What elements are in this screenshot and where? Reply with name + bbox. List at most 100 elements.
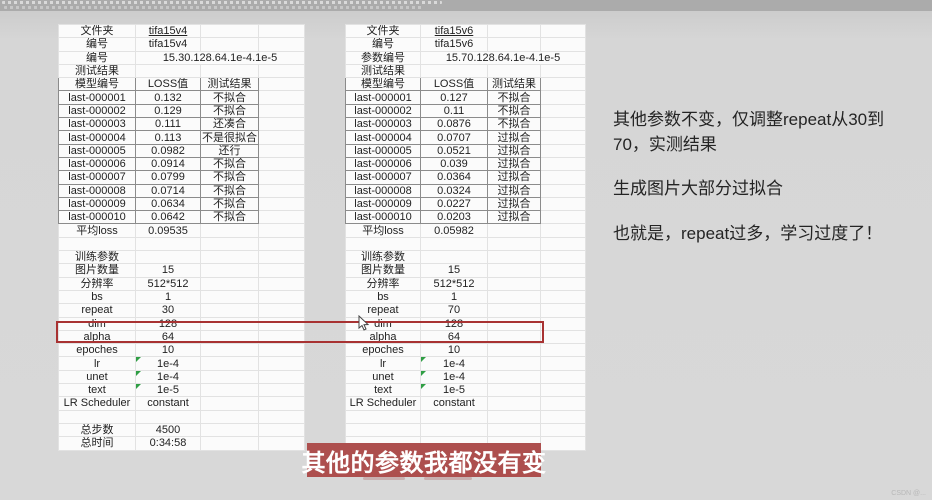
param-value[interactable]: 30 [135, 303, 201, 318]
cell-empty[interactable] [200, 223, 259, 238]
cell-empty[interactable] [258, 343, 305, 358]
model-id-cell[interactable]: last-000002 [58, 103, 136, 119]
cell-empty[interactable] [258, 103, 305, 119]
cell-empty[interactable] [200, 436, 259, 451]
param-value[interactable]: 64 [420, 329, 488, 345]
total-label[interactable]: 总时间 [58, 436, 136, 451]
model-loss-cell[interactable]: 0.0714 [135, 183, 201, 198]
cell-empty[interactable] [487, 263, 541, 278]
cell-empty[interactable] [345, 236, 421, 252]
info-value[interactable] [135, 63, 201, 79]
model-header-cell[interactable]: 模型编号 [345, 77, 421, 92]
model-loss-cell[interactable]: 0.0982 [135, 143, 201, 158]
cell-empty[interactable] [487, 369, 541, 385]
cell-empty[interactable] [258, 383, 305, 398]
param-value[interactable]: 1e-4 [135, 356, 201, 371]
model-header-cell[interactable]: 模型编号 [58, 77, 136, 92]
model-loss-cell[interactable]: 0.039 [420, 156, 488, 172]
model-header-cell[interactable]: LOSS值 [420, 77, 488, 92]
param-label[interactable]: bs [345, 289, 421, 305]
param-value[interactable]: constant [420, 396, 488, 411]
model-result-cell[interactable]: 过拟合 [487, 156, 541, 172]
model-result-cell[interactable]: 不拟合 [200, 170, 259, 185]
cell-empty[interactable] [540, 223, 586, 238]
model-loss-cell[interactable]: 0.0707 [420, 130, 488, 145]
cell-empty[interactable] [487, 23, 541, 39]
info-label[interactable]: 文件夹 [58, 23, 136, 39]
cell-empty[interactable] [540, 90, 586, 105]
total-value[interactable]: 4500 [135, 422, 201, 438]
param-label[interactable]: LR Scheduler [345, 396, 421, 411]
cell-empty[interactable] [258, 289, 305, 305]
info-label[interactable]: 编号 [58, 50, 136, 65]
cell-empty[interactable] [258, 276, 305, 291]
cell-empty[interactable] [200, 37, 259, 52]
model-result-cell[interactable]: 过拟合 [487, 210, 541, 225]
cell-empty[interactable] [200, 409, 259, 424]
cell-empty[interactable] [487, 396, 541, 411]
model-id-cell[interactable]: last-000006 [345, 156, 421, 172]
cell-empty[interactable] [487, 356, 541, 371]
model-id-cell[interactable]: last-000003 [58, 117, 136, 132]
cell-empty[interactable] [200, 422, 259, 438]
param-label[interactable]: 图片数量 [345, 263, 421, 278]
model-loss-cell[interactable]: 0.0203 [420, 210, 488, 225]
param-value[interactable]: 1e-4 [135, 369, 201, 385]
cell-empty[interactable] [487, 63, 541, 79]
model-loss-cell[interactable]: 0.0876 [420, 117, 488, 132]
cell-empty[interactable] [540, 236, 586, 252]
cell-empty[interactable] [487, 316, 541, 331]
param-label[interactable]: epoches [58, 343, 136, 358]
cell-empty[interactable] [540, 250, 586, 265]
param-value[interactable]: 128 [135, 316, 201, 331]
cell-empty[interactable] [540, 183, 586, 198]
model-id-cell[interactable]: last-000009 [58, 196, 136, 212]
param-label[interactable]: text [58, 383, 136, 398]
cell-empty[interactable] [258, 422, 305, 438]
param-value[interactable]: 512*512 [420, 276, 488, 291]
cell-empty[interactable] [540, 303, 586, 318]
info-label[interactable]: 文件夹 [345, 23, 421, 39]
model-id-cell[interactable]: last-000001 [345, 90, 421, 105]
info-value[interactable]: tifa15v6 [420, 23, 488, 39]
model-header-cell[interactable]: 测试结果 [200, 77, 259, 92]
cell-empty[interactable] [540, 383, 586, 398]
model-loss-cell[interactable]: 0.0324 [420, 183, 488, 198]
param-value[interactable]: constant [135, 396, 201, 411]
cell-empty[interactable] [540, 409, 586, 424]
cell-empty[interactable] [540, 263, 586, 278]
cell-empty[interactable] [540, 37, 586, 52]
cell-empty[interactable] [258, 369, 305, 385]
cell-empty[interactable] [540, 196, 586, 212]
cell-empty[interactable] [200, 276, 259, 291]
model-result-cell[interactable]: 过拟合 [487, 183, 541, 198]
cell-empty[interactable] [487, 250, 541, 265]
cell-empty[interactable] [258, 77, 305, 92]
model-loss-cell[interactable]: 0.113 [135, 130, 201, 145]
model-loss-cell[interactable]: 0.111 [135, 117, 201, 132]
model-header-cell[interactable]: 测试结果 [487, 77, 541, 92]
param-label[interactable]: lr [58, 356, 136, 371]
cell-empty[interactable] [58, 409, 136, 424]
params-title[interactable]: 训练参数 [58, 250, 136, 265]
cell-empty[interactable] [135, 409, 201, 424]
param-label[interactable]: unet [58, 369, 136, 385]
model-result-cell[interactable]: 过拟合 [487, 130, 541, 145]
info-label[interactable]: 编号 [345, 37, 421, 52]
cell-empty[interactable] [540, 103, 586, 119]
cell-empty[interactable] [258, 130, 305, 145]
model-id-cell[interactable]: last-000008 [345, 183, 421, 198]
info-value[interactable]: tifa15v4 [135, 23, 201, 39]
param-value[interactable]: 15 [135, 263, 201, 278]
cell-empty[interactable] [487, 422, 541, 438]
param-value[interactable]: 128 [420, 316, 488, 331]
model-header-cell[interactable]: LOSS值 [135, 77, 201, 92]
model-result-cell[interactable]: 不拟合 [200, 90, 259, 105]
cell-empty[interactable] [540, 77, 586, 92]
model-id-cell[interactable]: last-000004 [58, 130, 136, 145]
cell-empty[interactable] [258, 210, 305, 225]
info-value[interactable]: 15.30.128.64.1e-4.1e-5 [135, 50, 305, 65]
info-label[interactable]: 测试结果 [345, 63, 421, 79]
model-id-cell[interactable]: last-000003 [345, 117, 421, 132]
cell-empty[interactable] [258, 143, 305, 158]
